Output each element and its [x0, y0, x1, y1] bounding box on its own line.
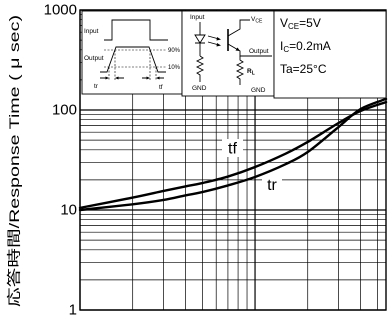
y-tick-label: 1: [69, 302, 77, 319]
circuit-inset-frame: [181, 10, 275, 97]
plot-frame: [79, 9, 387, 311]
waveform-inset-frame: [81, 10, 183, 95]
emitter-output-wire: [227, 43, 272, 57]
condition-ic-sub: C: [283, 45, 289, 54]
condition-ta: Ta=25°C: [280, 62, 327, 76]
emitter-arrow-icon: [235, 47, 240, 51]
y-tick-label: 100: [52, 102, 77, 119]
arrowhead-icon: [216, 37, 221, 41]
waveform-input-label: Input: [84, 28, 99, 35]
condition-ta-text: Ta=25°C: [280, 62, 327, 76]
arrowhead-icon: [146, 76, 150, 80]
vce-sub: CE: [255, 19, 263, 25]
y-tick-label: 10: [60, 202, 77, 219]
load-resistor-icon: [235, 56, 245, 85]
series-line-tf: [78, 100, 388, 210]
condition-vce-sub: CE: [288, 22, 299, 31]
circuit-output-label: Output: [249, 48, 269, 55]
timing-markers: [108, 50, 157, 81]
rl-main: R: [247, 68, 252, 75]
circuit-inset: Input GND VCE Output RL GND: [181, 10, 275, 97]
series-label-tf-background: [222, 139, 243, 157]
collector-wire: [227, 19, 250, 37]
condition-ic-value: =0.2mA: [289, 39, 331, 53]
waveform-output-label: Output: [84, 55, 104, 62]
arrowhead-icon: [105, 76, 109, 80]
led-icon: [194, 34, 206, 44]
waveform-inset: Input Output 90% 10% tr tf: [81, 10, 183, 95]
level-90-label: 90%: [168, 48, 181, 54]
condition-vce-value: =5V: [299, 16, 321, 30]
rl-sub: L: [252, 71, 255, 77]
condition-ic-main: I: [280, 39, 283, 53]
conditions-inset: VCE=5V IC=0.2mA Ta=25°C: [273, 10, 387, 99]
arrowhead-icon: [216, 43, 221, 47]
y-axis-label: 応答時間/Response Time ( μ sec): [6, 15, 22, 307]
condition-ic: IC=0.2mA: [280, 39, 331, 54]
series-label-tf: tf: [228, 141, 237, 158]
led-cathode-wire: [195, 42, 205, 56]
y-tick-label: 1000: [44, 2, 77, 19]
circuit-gnd-left-label: GND: [192, 85, 207, 92]
fall-time-label: tf: [159, 84, 163, 91]
circuit-input-label: Input: [190, 14, 205, 21]
condition-vce-main: V: [280, 16, 288, 30]
conditions-inset-frame: [273, 10, 387, 99]
condition-vce: VCE=5V: [280, 16, 321, 31]
arrowhead-icon: [156, 76, 160, 80]
vce-label: VCE: [251, 16, 263, 25]
level-10-label: 10%: [168, 65, 181, 71]
rise-time-label: tr: [94, 83, 99, 90]
arrowhead-icon: [115, 76, 119, 80]
rl-label: RL: [247, 68, 255, 77]
series-label-tr: tr: [267, 177, 277, 194]
series-label-tr-background: [262, 176, 282, 193]
input-pulse-waveform: [104, 19, 168, 41]
series-line-tr: [78, 97, 388, 212]
input-resistor-icon: [195, 55, 205, 82]
vce-main: V: [251, 16, 256, 23]
circuit-gnd-right-label: GND: [251, 87, 266, 94]
output-waveform: [100, 46, 166, 73]
